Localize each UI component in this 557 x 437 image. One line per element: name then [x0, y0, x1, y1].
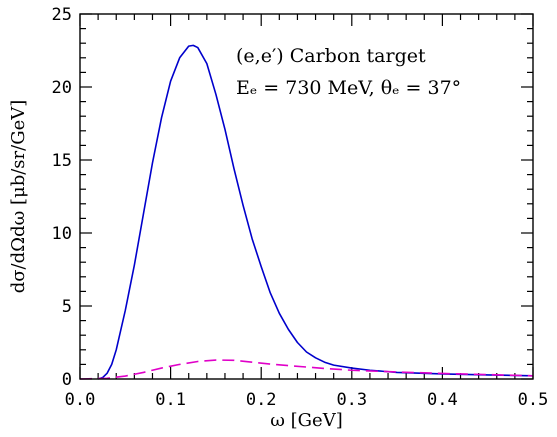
x-tick-label: 0.4: [427, 390, 458, 410]
series-line-dashed: [79, 359, 534, 380]
plot-frame: [79, 13, 534, 380]
y-tick-label: 20: [52, 78, 72, 98]
x-axis-label: ω [GeV]: [270, 410, 342, 431]
series-layer: [79, 44, 534, 380]
x-tick-label: 0.2: [246, 390, 277, 410]
annotation-kinematics: Eₑ = 730 MeV, θₑ = 37°: [236, 77, 461, 99]
axis-ticks: [79, 13, 534, 380]
y-axis-label: dσ/dΩdω [μb/sr/GeV]: [8, 100, 29, 294]
x-tick-label: 0.1: [155, 390, 186, 410]
annotation-target: (e,e′) Carbon target: [236, 45, 426, 67]
y-tick-label: 25: [52, 5, 72, 25]
y-tick-label: 15: [52, 151, 72, 171]
y-tick-label: 10: [52, 224, 72, 244]
y-tick-label: 5: [62, 297, 72, 317]
y-tick-label: 0: [62, 370, 72, 390]
x-tick-label: 0.0: [65, 390, 96, 410]
tick-labels: 0.0 0.1 0.2 0.3 0.4 0.5 0 5 10 15 20 25: [52, 5, 549, 410]
series-line-solid: [97, 44, 534, 380]
x-tick-label: 0.3: [336, 390, 367, 410]
x-tick-label: 0.5: [518, 390, 549, 410]
